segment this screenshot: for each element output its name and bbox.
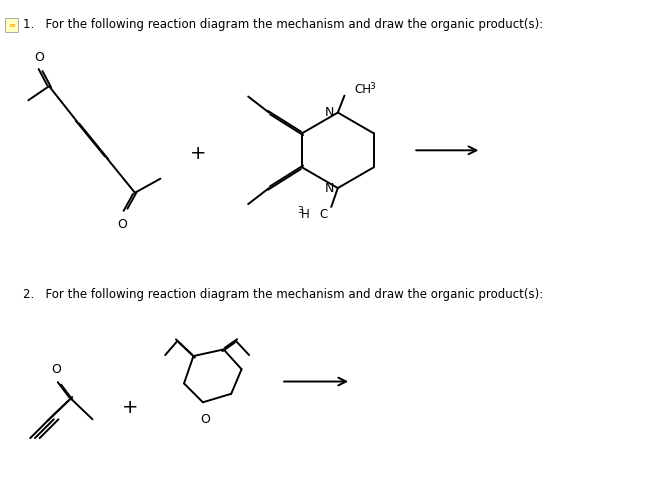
Text: C: C: [319, 208, 327, 221]
Text: 3: 3: [297, 206, 303, 215]
Text: 1.   For the following reaction diagram the mechanism and draw the organic produ: 1. For the following reaction diagram th…: [23, 18, 543, 31]
Text: N: N: [325, 106, 334, 119]
Text: ≡: ≡: [8, 21, 15, 30]
Text: CH: CH: [355, 83, 372, 96]
Text: H: H: [301, 208, 309, 221]
Text: O: O: [52, 363, 62, 376]
Text: O: O: [118, 218, 127, 231]
Text: O: O: [34, 51, 44, 65]
Text: 3: 3: [369, 81, 375, 91]
Text: O: O: [200, 413, 210, 426]
Text: +: +: [190, 144, 207, 163]
Text: +: +: [122, 399, 138, 417]
Text: 2.   For the following reaction diagram the mechanism and draw the organic produ: 2. For the following reaction diagram th…: [23, 288, 543, 301]
Text: N: N: [325, 182, 334, 194]
Bar: [5, 18, 18, 33]
